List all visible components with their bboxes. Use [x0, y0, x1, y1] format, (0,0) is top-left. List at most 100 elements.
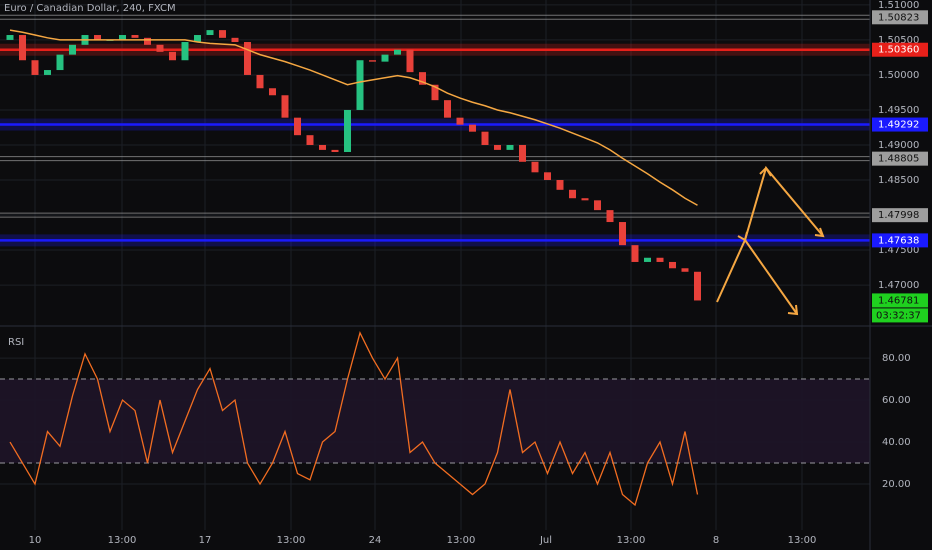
- candle: [294, 117, 301, 136]
- level-label: 1.50823: [878, 12, 919, 23]
- arrow-path: [716, 165, 824, 303]
- candle: [44, 70, 51, 75]
- x-tick-label: 24: [369, 535, 382, 546]
- candle: [281, 95, 289, 118]
- candle: [169, 51, 176, 61]
- level-label: 1.50360: [878, 45, 919, 56]
- y-tick-label: 1.50500: [878, 35, 919, 46]
- candle: [56, 54, 64, 71]
- candle: [6, 35, 14, 40]
- level-label-box: [872, 117, 928, 132]
- candle: [69, 44, 76, 55]
- x-tick-label: 13:00: [447, 535, 476, 546]
- candle: [156, 44, 164, 52]
- countdown: 03:32:37: [876, 310, 921, 321]
- candle: [506, 144, 514, 150]
- x-tick-label: Jul: [539, 535, 552, 546]
- candle: [681, 268, 689, 272]
- x-tick-label: 10: [29, 535, 42, 546]
- candle: [631, 245, 639, 262]
- x-tick-label: 13:00: [277, 535, 306, 546]
- candle: [669, 261, 676, 269]
- candle: [569, 189, 576, 199]
- moving-average: [9, 29, 698, 206]
- candle: [19, 35, 26, 61]
- candle: [381, 54, 389, 62]
- arrow-head: [737, 231, 748, 242]
- candle: [94, 35, 101, 40]
- level-label: 1.46781: [878, 295, 919, 306]
- y-tick-label: 20.00: [882, 479, 911, 490]
- candle: [494, 144, 501, 150]
- candle: [581, 198, 589, 201]
- candle: [544, 172, 551, 181]
- candle: [319, 144, 326, 150]
- drawn-arrows: [716, 165, 825, 316]
- level-label: 1.47638: [878, 235, 919, 246]
- candle: [219, 30, 226, 38]
- candle: [256, 74, 264, 89]
- rsi-band: [0, 379, 870, 464]
- y-tick-label: 40.00: [882, 437, 911, 448]
- candle: [606, 210, 614, 223]
- candle: [119, 35, 126, 40]
- arrow-head: [787, 304, 799, 316]
- candle: [306, 135, 314, 145]
- candle: [406, 49, 414, 73]
- candle: [531, 161, 539, 173]
- candle: [481, 131, 489, 145]
- candle: [344, 109, 351, 152]
- candle: [144, 37, 151, 45]
- arrow-path: [744, 239, 798, 315]
- candle: [181, 42, 189, 61]
- candle: [456, 117, 464, 125]
- candle: [619, 222, 626, 246]
- candle: [556, 180, 564, 190]
- level-label-box: [872, 42, 928, 57]
- level-label-box: [872, 293, 928, 308]
- x-tick-label: 13:00: [617, 535, 646, 546]
- candle: [594, 200, 601, 211]
- level-label-box: [872, 233, 928, 248]
- arrow-head: [814, 227, 825, 238]
- rsi-title: RSI: [8, 337, 24, 348]
- x-tick-label: 13:00: [108, 535, 137, 546]
- x-tick-label: 8: [713, 535, 719, 546]
- candle: [356, 60, 364, 110]
- candle: [644, 257, 651, 262]
- level-label: 1.48805: [878, 154, 919, 165]
- candle: [519, 144, 526, 162]
- x-tick-label: 13:00: [788, 535, 817, 546]
- y-tick-label: 1.51000: [878, 0, 919, 11]
- rsi-line: [9, 331, 699, 507]
- candle: [369, 60, 376, 62]
- arrow-head: [759, 166, 772, 177]
- candle: [206, 30, 214, 36]
- level-label-box: [872, 151, 928, 166]
- level-label: 1.49292: [878, 120, 919, 131]
- candle: [469, 124, 476, 132]
- y-tick-label: 1.49000: [878, 140, 919, 151]
- level-label-box: [872, 208, 928, 223]
- candle: [419, 72, 426, 85]
- candle: [331, 149, 339, 152]
- candle: [31, 60, 39, 75]
- candle: [694, 271, 701, 301]
- y-tick-label: 1.50000: [878, 70, 919, 81]
- candle: [394, 49, 401, 55]
- candle: [269, 88, 276, 96]
- x-tick-label: 17: [199, 535, 212, 546]
- chart-title: Euro / Canadian Dollar, 240, FXCM: [4, 3, 176, 14]
- candle: [244, 42, 251, 75]
- level-label: 1.47998: [878, 210, 919, 221]
- countdown-box: [872, 308, 928, 323]
- candle: [656, 257, 664, 262]
- y-tick-label: 1.49500: [878, 105, 919, 116]
- y-tick-label: 60.00: [882, 395, 911, 406]
- y-tick-label: 80.00: [882, 353, 911, 364]
- candle: [444, 100, 451, 118]
- y-tick-label: 1.47000: [878, 280, 919, 291]
- level-label-box: [872, 10, 928, 25]
